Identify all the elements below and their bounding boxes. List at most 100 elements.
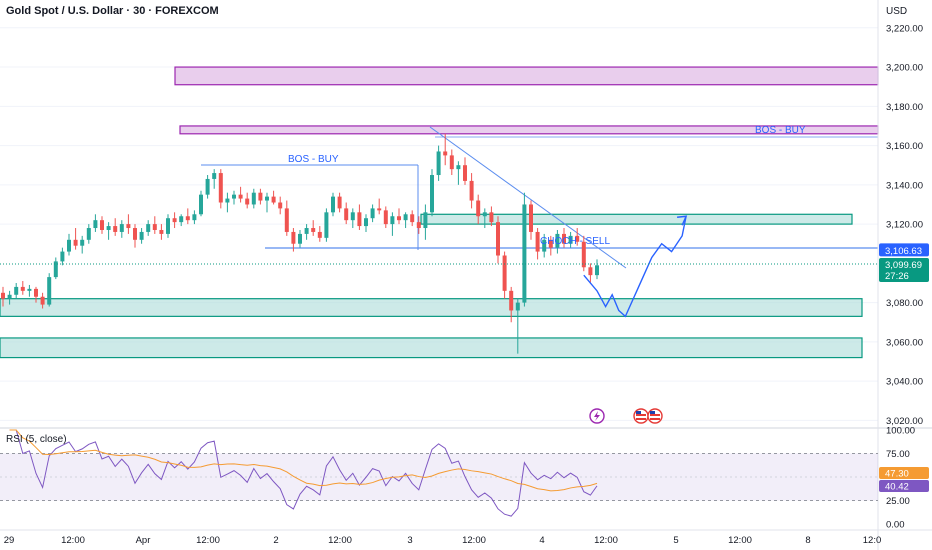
candle	[357, 204, 362, 230]
candle	[509, 286, 514, 323]
candle	[1, 286, 5, 307]
candle	[40, 292, 45, 309]
projection-path	[583, 216, 687, 318]
candle	[218, 169, 223, 209]
candle	[60, 247, 65, 266]
candle	[344, 202, 349, 225]
candle	[93, 214, 98, 232]
candle	[73, 228, 78, 250]
candle	[146, 220, 151, 236]
last-price-label: 3,099.69	[885, 260, 922, 271]
rsi-line	[9, 429, 598, 517]
candle	[139, 228, 144, 244]
projection-arrowhead	[677, 215, 688, 226]
zone-demand	[0, 337, 863, 359]
candle	[370, 204, 375, 223]
candle	[548, 235, 553, 256]
candle	[535, 228, 540, 260]
bos-buy-label: BOS - BUY	[288, 154, 339, 165]
time-tick: 3	[407, 535, 412, 546]
candle	[416, 216, 421, 234]
candle	[529, 200, 533, 240]
candle	[258, 188, 263, 205]
price-tick: 3,140.00	[886, 180, 923, 191]
candle	[172, 212, 177, 229]
candle	[568, 231, 573, 248]
candle	[575, 228, 580, 246]
time-tick: 12:00	[61, 535, 85, 546]
candle	[311, 220, 316, 236]
candle	[185, 208, 190, 225]
candle	[581, 235, 586, 272]
time-tick: 12:00	[728, 535, 752, 546]
candle	[317, 226, 322, 242]
rsi-ma-value: 47.30	[885, 469, 909, 480]
candle	[463, 157, 467, 185]
candle	[562, 228, 566, 248]
bos-buy-label: BOS - BUY	[755, 125, 806, 136]
candle	[449, 149, 454, 176]
candle	[482, 208, 487, 229]
zone-demand	[420, 213, 853, 225]
candle	[522, 192, 527, 307]
candle	[166, 214, 170, 238]
candle	[14, 282, 19, 299]
candle	[304, 224, 309, 240]
price-tick: 3,080.00	[886, 298, 923, 309]
candle	[133, 224, 137, 248]
candle	[364, 214, 368, 232]
price-tick: 3,160.00	[886, 141, 923, 152]
candle	[331, 192, 335, 217]
candle	[595, 259, 599, 280]
trendline	[429, 126, 627, 269]
candle	[456, 161, 461, 185]
candle	[119, 220, 124, 238]
candle	[542, 233, 547, 258]
candle	[159, 224, 164, 240]
candle	[232, 190, 236, 205]
candle	[67, 233, 71, 256]
rsi-tick: 100.00	[886, 426, 915, 437]
time-tick: 12:00	[196, 535, 220, 546]
candle	[251, 188, 256, 209]
candle	[205, 175, 210, 199]
candle	[152, 216, 157, 234]
rsi-ma-badge	[879, 467, 929, 479]
candle	[284, 200, 289, 236]
candle	[245, 192, 250, 209]
candle	[423, 204, 428, 240]
lightning-icon	[594, 411, 600, 421]
candle	[377, 198, 382, 215]
time-tick: 8	[805, 535, 810, 546]
countdown-label: 27:26	[885, 271, 909, 282]
candle	[515, 298, 520, 354]
rsi-legend[interactable]: RSI (5, close)	[6, 434, 67, 445]
candle	[350, 208, 355, 229]
candle	[403, 212, 408, 229]
candle	[86, 224, 91, 244]
candle	[225, 192, 230, 213]
candle	[7, 290, 12, 305]
price-tick: 3,120.00	[886, 220, 923, 231]
choch-sell-label: CHOCH - SELL	[540, 236, 610, 247]
candle	[271, 190, 276, 205]
candle	[436, 145, 441, 181]
time-tick: Apr	[136, 535, 151, 546]
candle	[179, 214, 184, 227]
candle	[212, 169, 217, 189]
candle	[278, 196, 283, 215]
level-price-label: 3,106.63	[885, 246, 922, 257]
candle	[27, 284, 32, 297]
currency-label[interactable]: USD	[886, 6, 908, 17]
candle	[430, 169, 434, 217]
candle	[383, 206, 388, 229]
chart-title: Gold Spot / U.S. Dollar · 30 · FOREXCOM	[6, 5, 219, 17]
candle	[489, 206, 494, 227]
candle	[47, 273, 52, 307]
candle	[20, 281, 25, 295]
rsi-value: 40.42	[885, 482, 909, 493]
time-tick: 12:00	[328, 535, 352, 546]
level-badge	[879, 243, 929, 257]
zone-supply	[174, 66, 879, 86]
